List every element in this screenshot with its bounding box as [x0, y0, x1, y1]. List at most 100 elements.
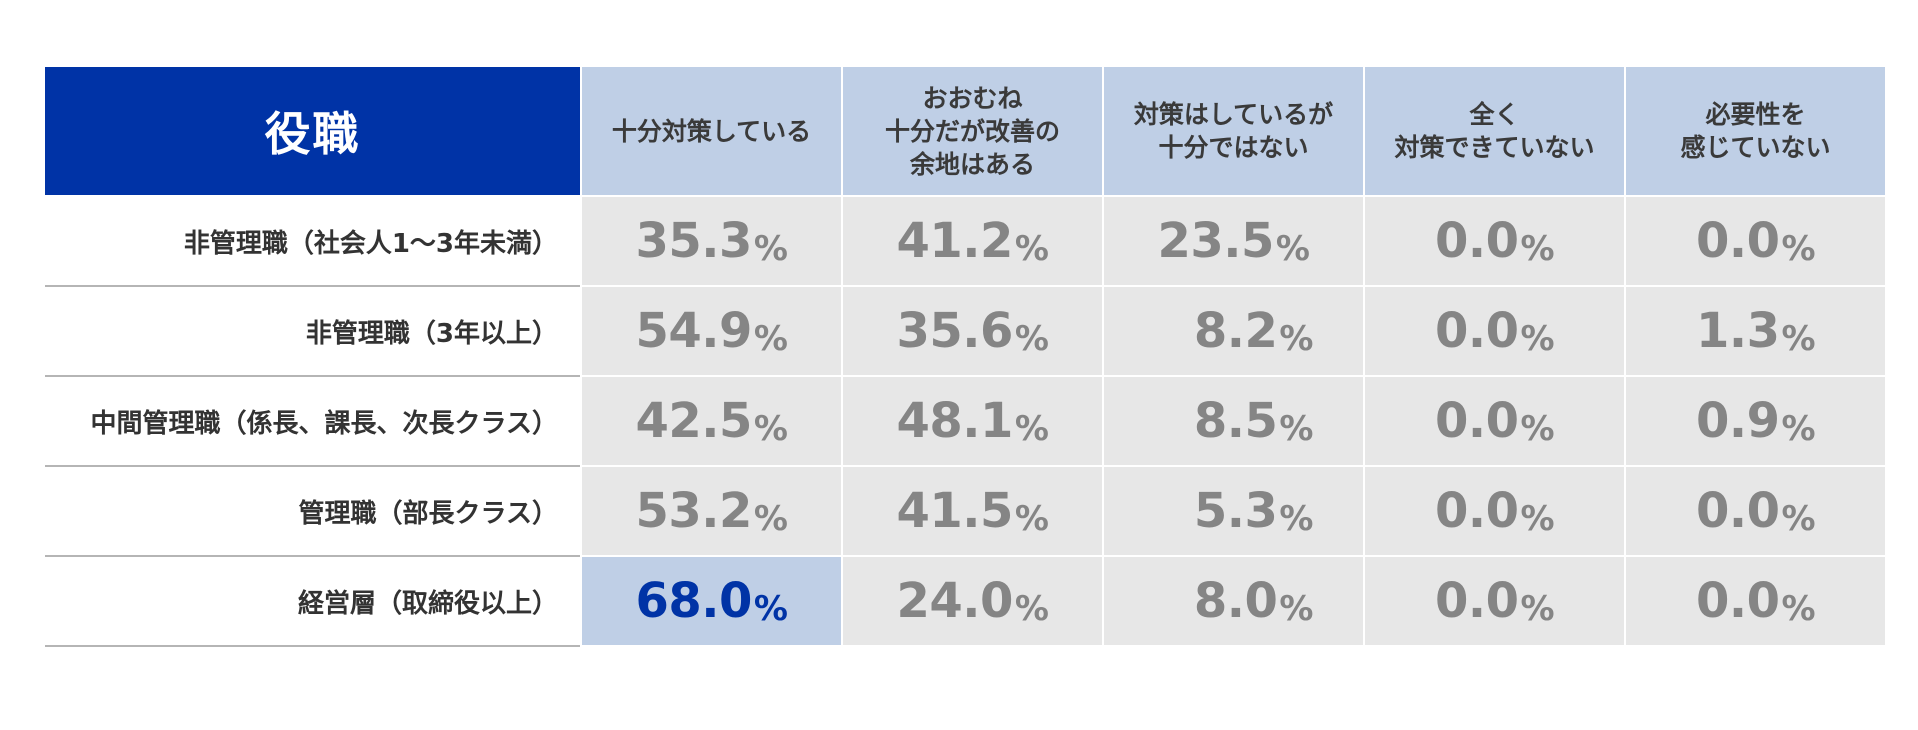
percent-sign: % — [1279, 589, 1313, 629]
value-cell: 41.5% — [843, 467, 1102, 555]
value-cell: 0.9% — [1626, 377, 1885, 465]
value-cell: 0.0% — [1626, 197, 1885, 285]
value-number: 5.3 — [1193, 483, 1278, 539]
value-cell: 54.9% — [582, 287, 841, 375]
value-text: 68.0% — [635, 573, 788, 629]
value-number: 48.1 — [896, 393, 1013, 449]
row-label: 非管理職（社会人1〜3年未満） — [45, 197, 580, 287]
value-text: 0.0% — [1434, 573, 1555, 629]
value-cell: 1.3% — [1626, 287, 1885, 375]
value-text: 54.9% — [635, 303, 788, 359]
value-number: 8.0 — [1193, 573, 1278, 629]
value-text: 53.2% — [635, 483, 788, 539]
value-cell: 0.0% — [1365, 467, 1624, 555]
value-number: 24.0 — [896, 573, 1013, 629]
value-number: 0.0 — [1434, 393, 1519, 449]
value-cell: 23.5% — [1104, 197, 1363, 285]
column-header: おおむね 十分だが改善の 余地はある — [843, 67, 1102, 195]
value-cell: 48.1% — [843, 377, 1102, 465]
value-cell: 42.5% — [582, 377, 841, 465]
value-text: 0.0% — [1695, 573, 1816, 629]
percent-sign: % — [1520, 499, 1555, 539]
value-number: 0.0 — [1695, 573, 1780, 629]
value-cell: 5.3% — [1104, 467, 1363, 555]
value-text: 0.0% — [1434, 393, 1555, 449]
value-text: 48.1% — [896, 393, 1049, 449]
value-text: 35.3% — [635, 213, 788, 269]
percent-sign: % — [1781, 589, 1816, 629]
value-text: 8.5% — [1193, 393, 1314, 449]
column-header: 全く 対策できていない — [1365, 67, 1624, 195]
value-cell: 24.0% — [843, 557, 1102, 645]
percent-sign: % — [1279, 319, 1313, 359]
percent-sign: % — [1520, 589, 1555, 629]
percent-sign: % — [753, 409, 788, 449]
value-cell: 0.0% — [1365, 557, 1624, 645]
column-header: 十分対策している — [582, 67, 841, 195]
value-cell: 8.0% — [1104, 557, 1363, 645]
row-label: 中間管理職（係長、課長、次長クラス） — [45, 377, 580, 467]
value-cell: 0.0% — [1365, 377, 1624, 465]
value-cell: 0.0% — [1365, 197, 1624, 285]
column-header: 必要性を 感じていない — [1626, 67, 1885, 195]
percent-sign: % — [1781, 319, 1816, 359]
value-number: 8.2 — [1193, 303, 1278, 359]
value-text: 0.0% — [1434, 213, 1555, 269]
value-number: 53.2 — [635, 483, 752, 539]
row-label: 経営層（取締役以上） — [45, 557, 580, 647]
percent-sign: % — [1275, 229, 1310, 269]
value-text: 0.0% — [1696, 483, 1816, 539]
row-label: 管理職（部長クラス） — [45, 467, 580, 557]
value-text: 0.9% — [1696, 393, 1816, 449]
percent-sign: % — [753, 229, 788, 269]
row-label: 非管理職（3年以上） — [45, 287, 580, 377]
corner-header: 役職 — [45, 67, 580, 195]
value-cell: 35.6% — [843, 287, 1102, 375]
value-text: 0.0% — [1434, 483, 1555, 539]
value-text: 23.5% — [1157, 213, 1310, 269]
percent-sign: % — [753, 319, 788, 359]
value-number: 68.0 — [635, 573, 752, 629]
value-number: 8.5 — [1193, 393, 1278, 449]
value-text: 8.2% — [1193, 303, 1314, 359]
value-text: 35.6% — [896, 303, 1049, 359]
value-number: 35.6 — [896, 303, 1013, 359]
value-text: 0.0% — [1434, 303, 1555, 359]
value-number: 0.0 — [1434, 573, 1519, 629]
value-number: 35.3 — [635, 213, 752, 269]
value-number: 0.0 — [1434, 213, 1519, 269]
value-number: 1.3 — [1695, 303, 1780, 359]
value-text: 41.2% — [896, 213, 1049, 269]
value-text: 8.0% — [1193, 573, 1314, 629]
value-cell: 8.2% — [1104, 287, 1363, 375]
percent-sign: % — [1014, 319, 1049, 359]
value-text: 5.3% — [1193, 483, 1314, 539]
value-text: 0.0% — [1695, 213, 1816, 269]
value-number: 42.5 — [635, 393, 752, 449]
value-cell: 8.5% — [1104, 377, 1363, 465]
value-cell-highlight: 68.0% — [582, 557, 841, 645]
value-number: 0.0 — [1695, 213, 1780, 269]
percent-sign: % — [1781, 409, 1816, 449]
percent-sign: % — [1520, 409, 1555, 449]
value-cell: 0.0% — [1626, 557, 1885, 645]
value-text: 42.5% — [635, 393, 788, 449]
value-cell: 0.0% — [1626, 467, 1885, 555]
value-cell: 41.2% — [843, 197, 1102, 285]
value-text: 1.3% — [1695, 303, 1816, 359]
percent-sign: % — [1520, 229, 1555, 269]
percent-sign: % — [1520, 319, 1555, 359]
value-number: 0.0 — [1434, 303, 1519, 359]
value-number: 54.9 — [635, 303, 752, 359]
percent-sign: % — [1014, 589, 1049, 629]
percent-sign: % — [1279, 499, 1313, 539]
value-text: 41.5% — [896, 483, 1049, 539]
value-cell: 35.3% — [582, 197, 841, 285]
percent-sign: % — [1014, 499, 1049, 539]
value-cell: 0.0% — [1365, 287, 1624, 375]
value-number: 41.2 — [896, 213, 1013, 269]
value-cell: 53.2% — [582, 467, 841, 555]
value-number: 0.0 — [1434, 483, 1519, 539]
percent-sign: % — [1014, 409, 1049, 449]
